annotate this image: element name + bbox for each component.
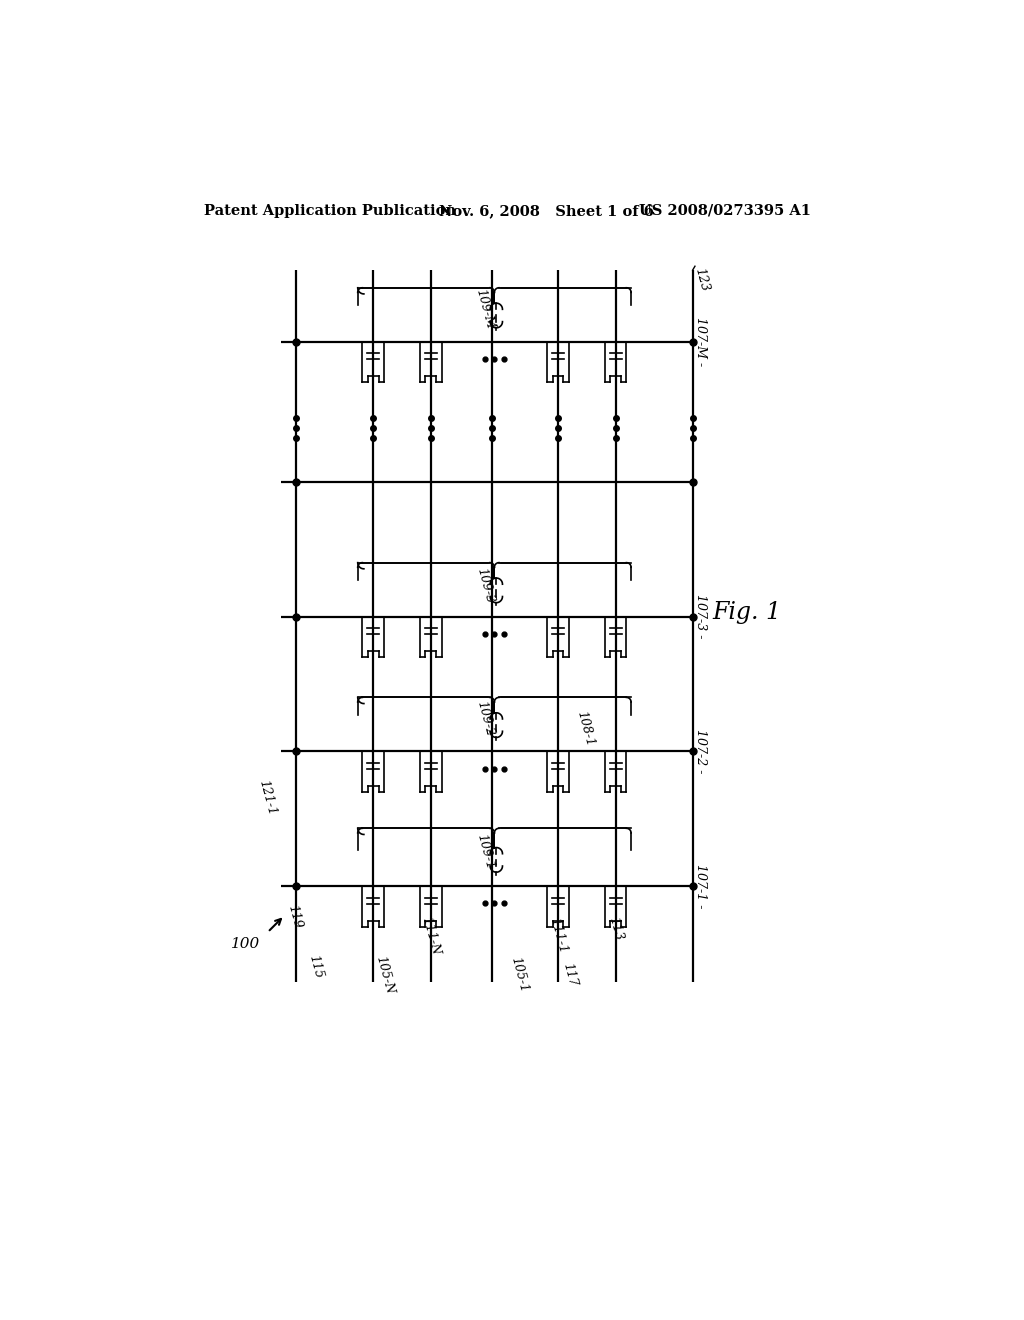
Text: 119: 119 bbox=[286, 904, 304, 931]
Text: Fig. 1: Fig. 1 bbox=[712, 601, 781, 624]
Text: 107-1 -: 107-1 - bbox=[694, 863, 707, 908]
Text: 115: 115 bbox=[306, 953, 325, 981]
Text: 107-2 -: 107-2 - bbox=[694, 729, 707, 774]
Text: 105-N: 105-N bbox=[374, 954, 396, 995]
Text: 111-1: 111-1 bbox=[547, 917, 569, 956]
Text: US 2008/0273395 A1: US 2008/0273395 A1 bbox=[639, 203, 811, 218]
Text: 117: 117 bbox=[560, 961, 579, 987]
Text: Nov. 6, 2008   Sheet 1 of 6: Nov. 6, 2008 Sheet 1 of 6 bbox=[438, 203, 653, 218]
Text: 113: 113 bbox=[606, 915, 625, 941]
Text: Patent Application Publication: Patent Application Publication bbox=[204, 203, 456, 218]
Text: 111-N: 111-N bbox=[420, 916, 442, 957]
Text: 109-2: 109-2 bbox=[474, 700, 496, 738]
Text: 109-M: 109-M bbox=[473, 288, 497, 331]
Text: 121-1: 121-1 bbox=[257, 779, 279, 817]
Text: 108-1: 108-1 bbox=[573, 709, 596, 747]
Text: 109-1: 109-1 bbox=[474, 832, 496, 871]
Text: 105-1: 105-1 bbox=[509, 956, 530, 994]
Text: 123: 123 bbox=[692, 267, 712, 293]
Text: 107-3 -: 107-3 - bbox=[694, 594, 707, 639]
Text: 100: 100 bbox=[231, 937, 261, 950]
Text: 107-M -: 107-M - bbox=[694, 317, 707, 366]
Text: 109-3: 109-3 bbox=[474, 566, 496, 605]
